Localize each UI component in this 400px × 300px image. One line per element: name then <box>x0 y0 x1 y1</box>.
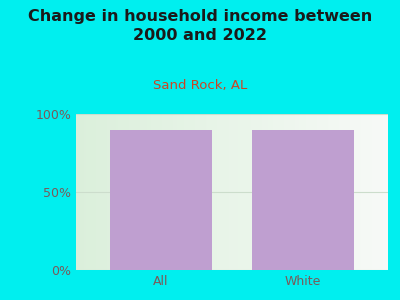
Bar <box>110 130 212 270</box>
Text: Change in household income between
2000 and 2022: Change in household income between 2000 … <box>28 9 372 43</box>
Bar <box>252 130 354 270</box>
Text: Sand Rock, AL: Sand Rock, AL <box>153 80 247 92</box>
